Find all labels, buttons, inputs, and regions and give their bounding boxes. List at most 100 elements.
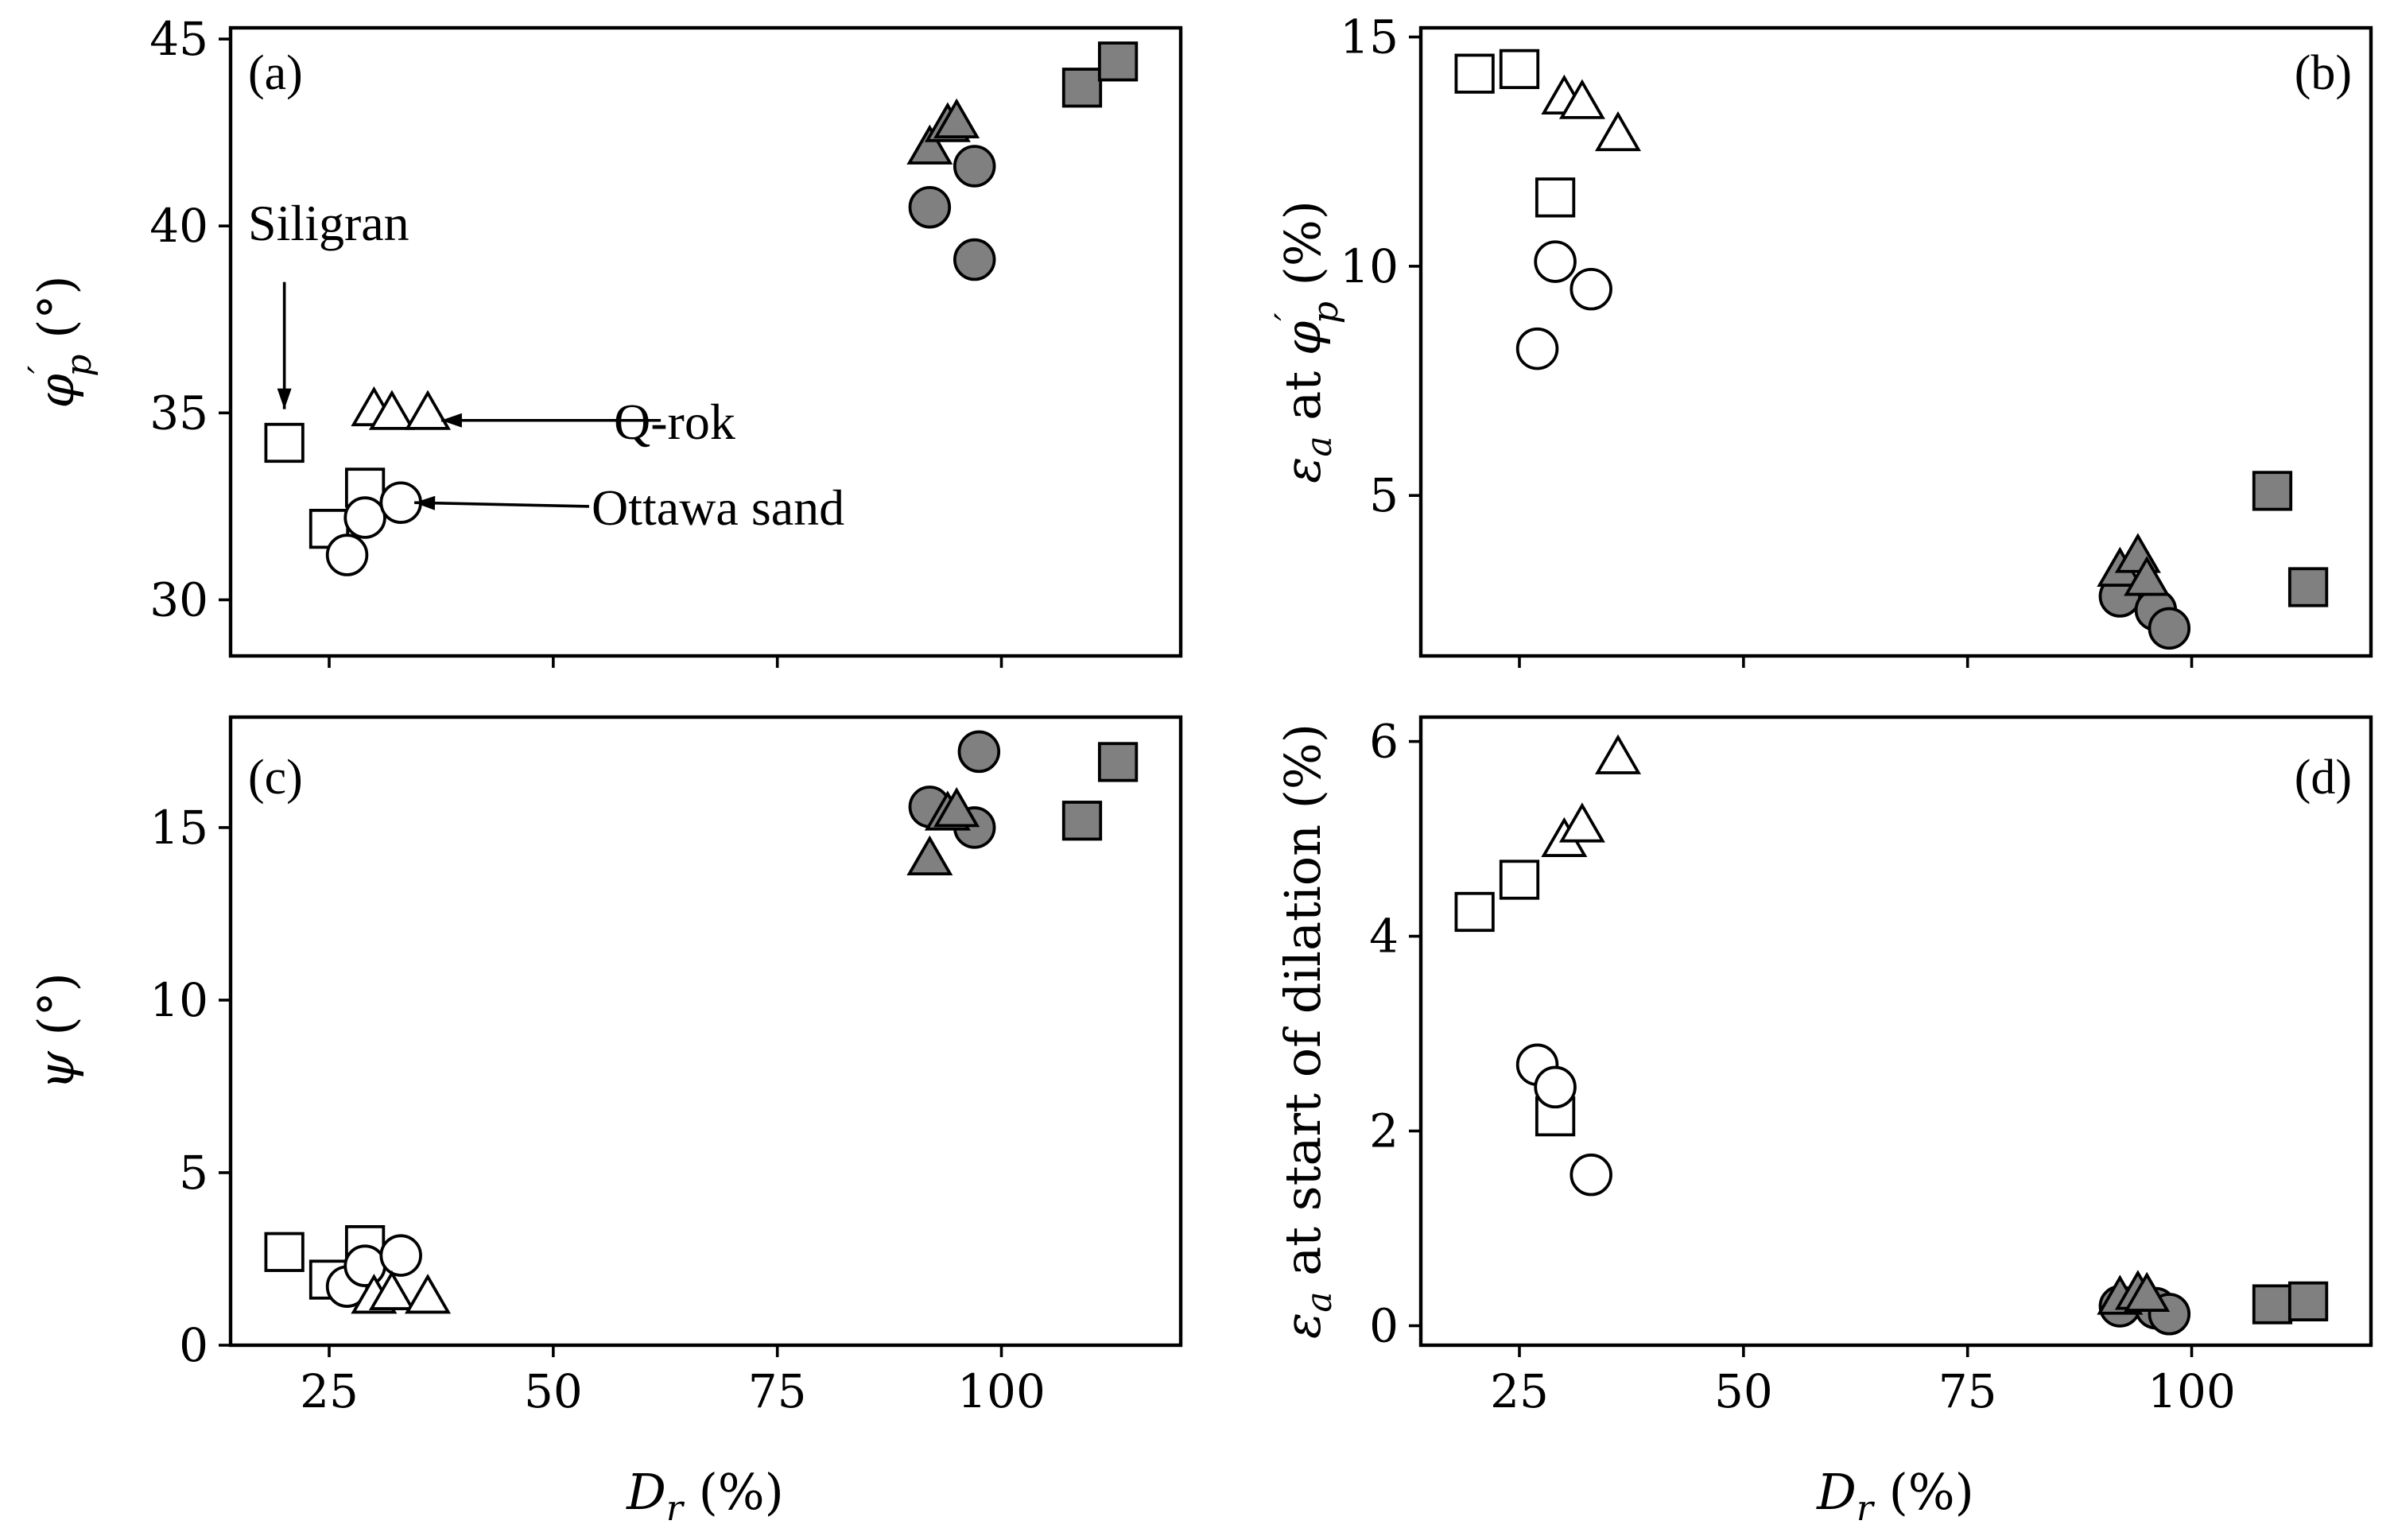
data-point-triangle xyxy=(405,390,452,430)
panel-d-ytick-label: 6 xyxy=(1369,715,1399,769)
panel-d-frame xyxy=(1418,715,2373,1348)
panel-c-xtick-label: 100 xyxy=(957,1364,1046,1418)
data-point-square xyxy=(1454,891,1495,933)
data-point-circle xyxy=(908,185,952,229)
data-point-circle xyxy=(325,533,369,576)
panel-d-xtick-label: 25 xyxy=(1490,1364,1549,1418)
panel-c-xtick-label: 50 xyxy=(524,1364,583,1418)
data-point-square xyxy=(1097,742,1139,782)
data-point-square xyxy=(1097,41,1139,82)
data-point-square xyxy=(2252,471,2293,511)
panel-a-ytick-label: 40 xyxy=(149,199,208,253)
panel-d-marks xyxy=(1454,734,2329,1336)
data-point-circle xyxy=(957,730,1001,774)
data-point-triangle xyxy=(1558,802,1605,843)
data-point-square xyxy=(1535,177,1576,218)
panel-c-ticks: 25 50 75 100 0 5 10 15 xyxy=(149,801,1046,1418)
panel-a-marks xyxy=(264,41,1139,576)
data-point-square xyxy=(2252,1284,2293,1325)
panel-a-label: (a) xyxy=(248,46,303,100)
panel-c-xtick-label: 25 xyxy=(300,1364,359,1418)
panel-d-xtick-label: 100 xyxy=(2148,1364,2236,1418)
panel-d-ytick-label: 0 xyxy=(1369,1299,1399,1353)
panel-c-ytick-label: 0 xyxy=(179,1318,208,1372)
panel-a-frame xyxy=(228,25,1183,658)
panel-b: 5 10 15 (b) εa at φ′p (%) xyxy=(1267,10,2373,668)
panel-c-ytick-label: 5 xyxy=(179,1146,208,1200)
panel-b-label: (b) xyxy=(2295,46,2352,100)
panel-d-ylabel: εa at start of dilation (%) xyxy=(1274,723,1340,1339)
data-point-circle xyxy=(343,496,386,539)
data-point-square xyxy=(1499,859,1540,900)
panel-a-ylabel: φ′p (°) xyxy=(20,275,99,408)
panel-c-ylabel: ψ (°) xyxy=(27,972,85,1090)
panel-c-xlabel: Dr (%) xyxy=(626,1463,784,1529)
panel-b-ticks: 5 10 15 xyxy=(1340,10,2194,668)
data-point-triangle xyxy=(906,835,953,876)
panel-d-xlabel: Dr (%) xyxy=(1816,1463,1974,1529)
data-point-circle xyxy=(953,145,996,188)
data-point-circle xyxy=(2148,607,2191,650)
data-point-square xyxy=(264,422,305,464)
panel-c-ytick-label: 10 xyxy=(149,973,208,1027)
data-point-square xyxy=(2287,1281,2329,1322)
panel-c: 25 50 75 100 0 5 10 15 (c) ψ (°) Dr (%) xyxy=(27,715,1183,1529)
data-point-triangle xyxy=(368,390,415,430)
panel-a-ytick-label: 30 xyxy=(149,572,208,626)
data-point-triangle xyxy=(2124,556,2171,596)
panel-b-ytick-label: 10 xyxy=(1340,239,1399,293)
panel-c-frame xyxy=(228,715,1183,1348)
data-point-triangle xyxy=(1595,734,1642,774)
data-point-circle xyxy=(343,1244,386,1287)
panel-d-ytick-label: 2 xyxy=(1369,1104,1399,1158)
panel-d-xtick-label: 50 xyxy=(1714,1364,1773,1418)
panel-d-label: (d) xyxy=(2295,751,2352,805)
data-point-triangle xyxy=(2124,1271,2171,1312)
data-point-triangle xyxy=(1558,79,1605,119)
panel-d-ticks: 25 50 75 100 0 2 4 6 xyxy=(1369,715,2236,1418)
panel-b-ytick-label: 15 xyxy=(1340,10,1399,64)
data-point-square xyxy=(1061,801,1103,841)
data-point-triangle xyxy=(1595,111,1642,152)
annotation-arrowhead xyxy=(414,495,436,510)
annotation-arrowhead xyxy=(440,413,462,428)
annotation-ottawa-sand: Ottawa sand xyxy=(592,479,844,536)
panel-a-annotations: Siligran Q-rok Ottawa sand xyxy=(248,195,844,536)
data-point-square xyxy=(2287,567,2329,607)
panel-b-frame xyxy=(1418,25,2373,658)
panel-c-ytick-label: 15 xyxy=(149,801,208,855)
annotation-arrowhead xyxy=(277,388,292,409)
data-point-square xyxy=(1454,53,1495,94)
data-point-circle xyxy=(1515,327,1559,370)
panel-b-ylabel: εa at φ′p (%) xyxy=(1267,200,1346,483)
panel-a-ytick-label: 45 xyxy=(149,12,208,66)
data-point-square xyxy=(1061,68,1103,108)
annotation-siligran: Siligran xyxy=(248,195,409,251)
data-point-triangle xyxy=(906,124,953,165)
panel-b-ytick-label: 5 xyxy=(1369,468,1399,522)
panel-a: 30 35 40 45 (a) φ′p (°) Siligran Q-rok Otta… xyxy=(20,12,1183,668)
panel-d-xtick-label: 75 xyxy=(1938,1364,1997,1418)
panel-d: 25 50 75 100 0 2 4 6 (d) εa at start of dilatio… xyxy=(1274,715,2373,1529)
data-point-square xyxy=(1499,48,1540,90)
data-point-square xyxy=(264,1232,305,1272)
data-point-circle xyxy=(1569,267,1612,311)
data-point-triangle xyxy=(933,787,980,828)
panel-c-marks xyxy=(264,730,1139,1314)
panel-c-label: (c) xyxy=(248,751,303,805)
data-point-triangle xyxy=(368,1270,415,1310)
panel-b-marks xyxy=(1454,48,2329,650)
data-point-circle xyxy=(1534,240,1577,283)
data-point-circle xyxy=(953,238,996,281)
data-point-circle xyxy=(379,1234,422,1277)
panel-a-ytick-label: 35 xyxy=(149,386,208,440)
data-point-triangle xyxy=(933,98,980,139)
panel-d-ytick-label: 4 xyxy=(1369,910,1399,964)
panel-a-ticks: 30 35 40 45 xyxy=(149,12,1003,668)
data-point-circle xyxy=(1569,1153,1612,1197)
annotation-arrow xyxy=(414,501,589,508)
data-point-circle xyxy=(1534,1065,1577,1109)
data-point-triangle xyxy=(405,1274,452,1314)
panel-c-xtick-label: 75 xyxy=(748,1364,807,1418)
